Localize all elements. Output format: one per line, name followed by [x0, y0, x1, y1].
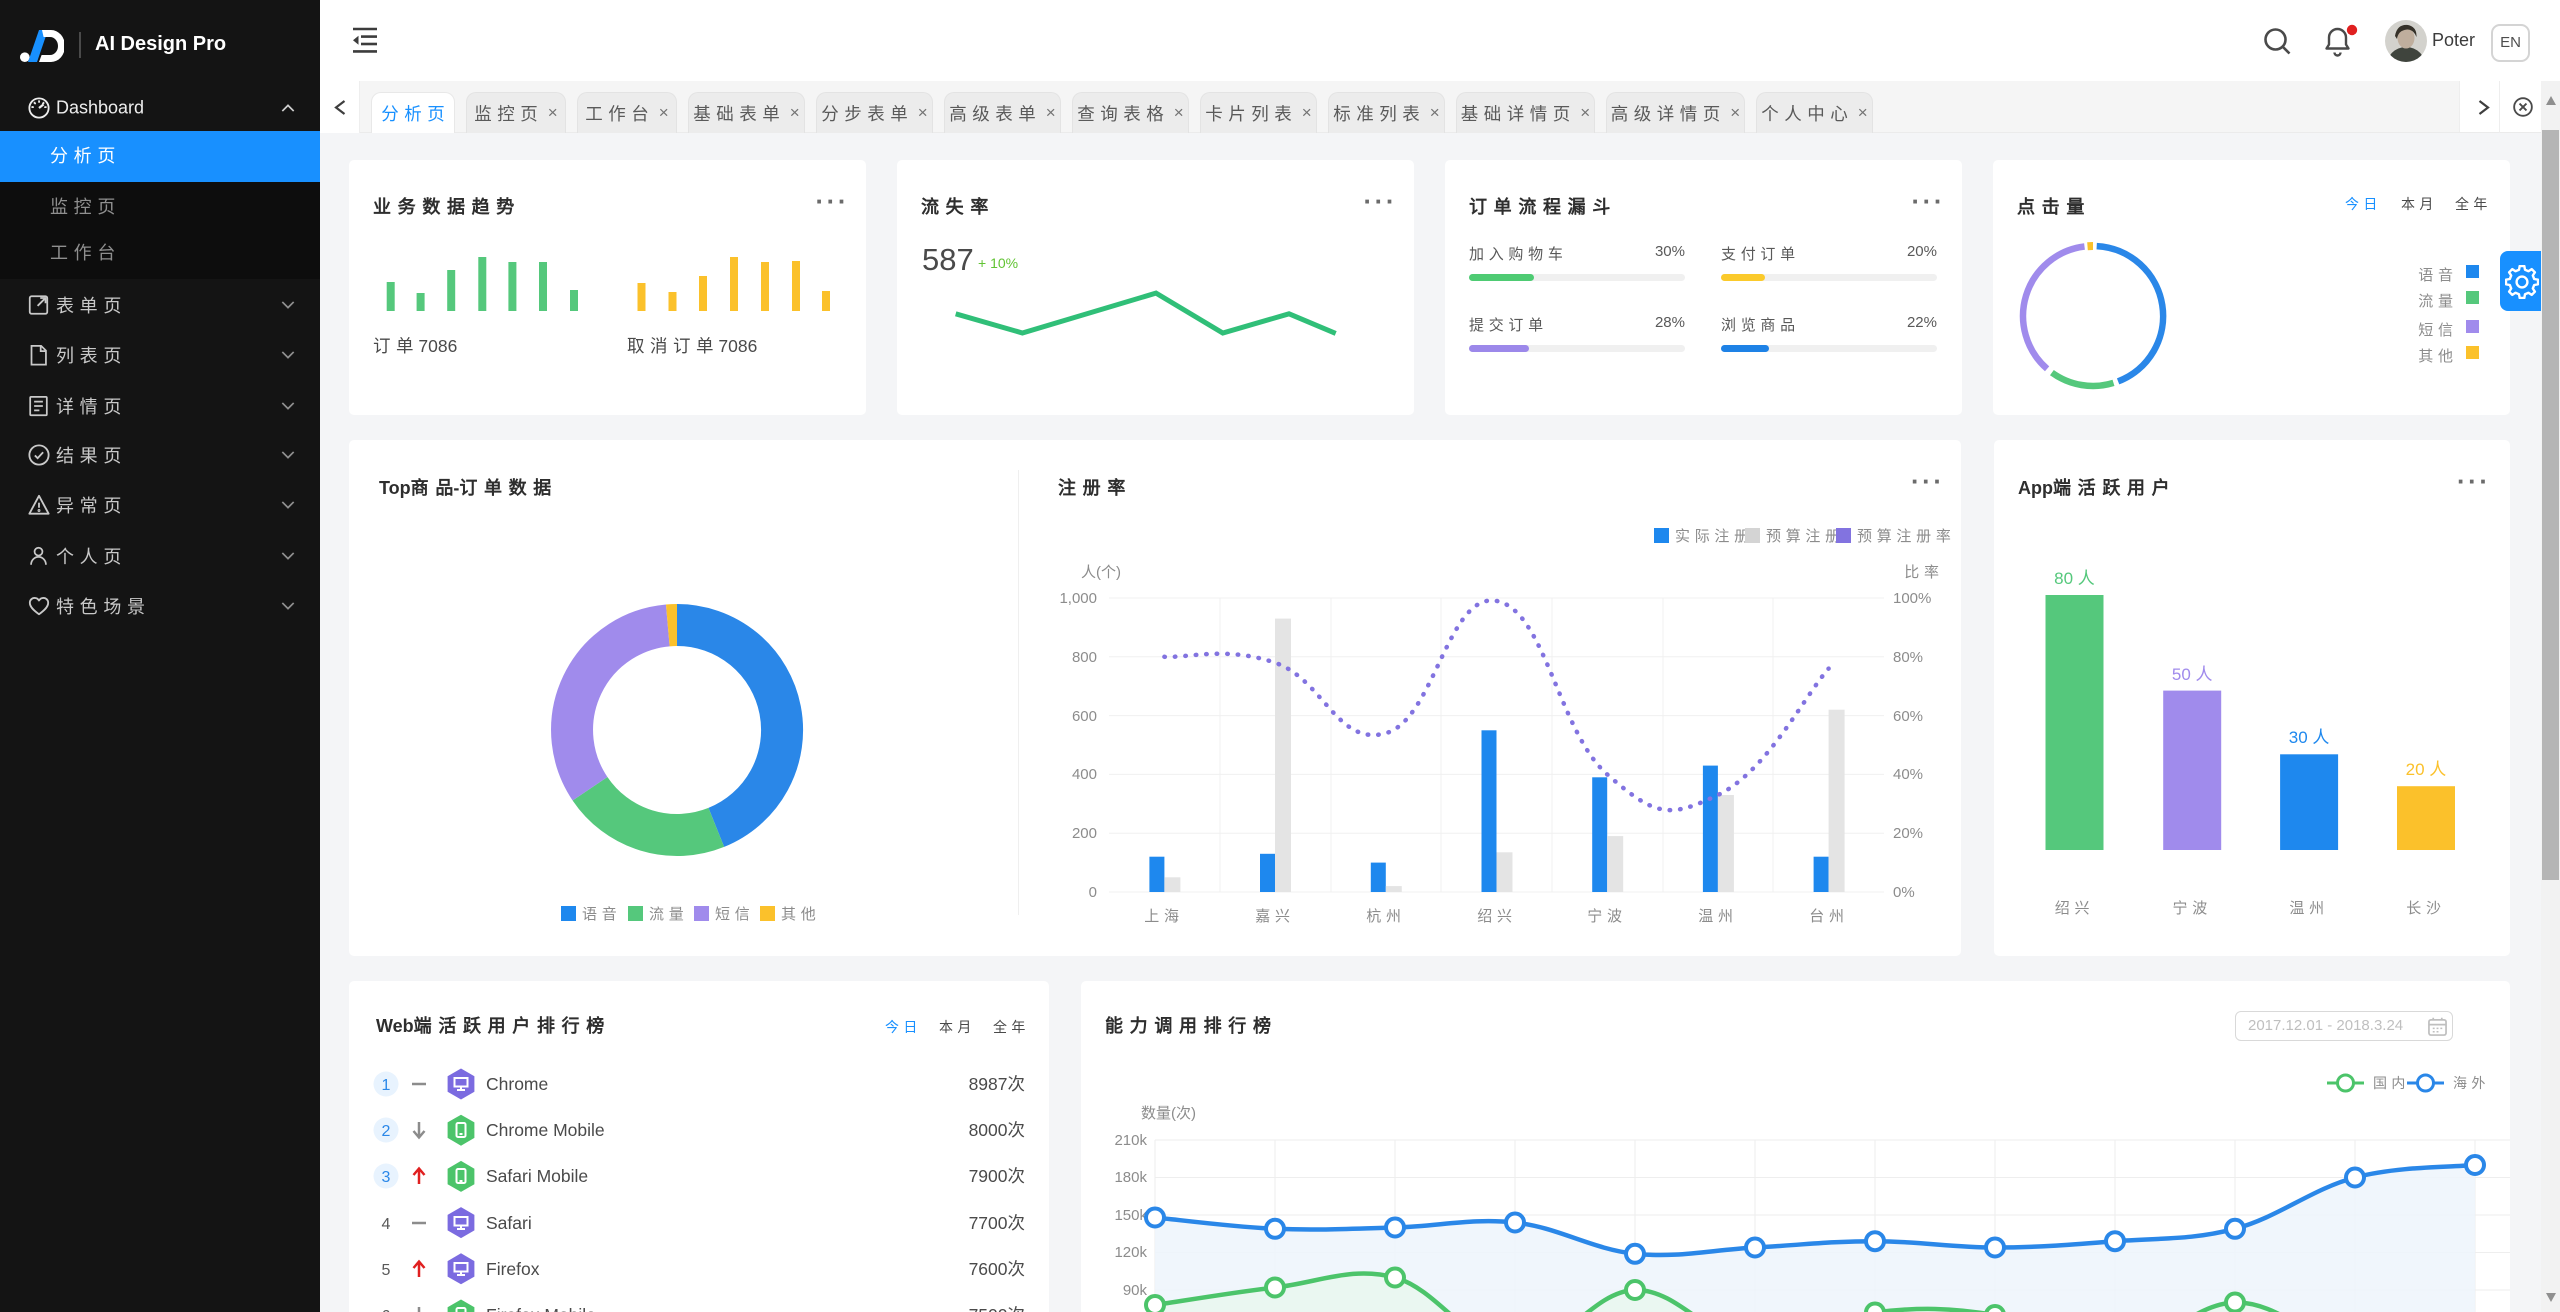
- svg-text:40%: 40%: [1893, 766, 1923, 783]
- svg-text:台州: 台州: [1809, 908, 1848, 925]
- svg-text:6: 6: [382, 1308, 391, 1312]
- svg-text:80%: 80%: [1893, 649, 1923, 666]
- svg-text:7600次: 7600次: [969, 1259, 1025, 1279]
- svg-text:800: 800: [1072, 649, 1097, 666]
- svg-text:5: 5: [382, 1262, 391, 1279]
- svg-text:预算注册: 预算注册: [1766, 527, 1845, 545]
- svg-text:50 人: 50 人: [2172, 665, 2213, 684]
- svg-text:Safari: Safari: [486, 1213, 532, 1233]
- svg-text:8987次: 8987次: [969, 1074, 1025, 1094]
- svg-text:Chrome: Chrome: [486, 1074, 548, 1094]
- svg-text:实际注册: 实际注册: [1675, 528, 1754, 545]
- svg-text:60%: 60%: [1893, 708, 1923, 725]
- svg-text:100%: 100%: [1893, 590, 1931, 607]
- svg-text:绍兴: 绍兴: [2055, 900, 2094, 917]
- svg-text:温州: 温州: [2289, 900, 2328, 917]
- svg-text:8000次: 8000次: [969, 1120, 1025, 1140]
- svg-text:7900次: 7900次: [969, 1166, 1025, 1186]
- svg-text:400: 400: [1072, 766, 1097, 783]
- svg-text:Chrome Mobile: Chrome Mobile: [486, 1120, 605, 1140]
- svg-text:2: 2: [382, 1123, 391, 1140]
- svg-text:210k: 210k: [1114, 1132, 1147, 1149]
- svg-text:4: 4: [382, 1216, 391, 1233]
- svg-text:语音: 语音: [582, 906, 621, 923]
- svg-text:180k: 180k: [1114, 1169, 1147, 1186]
- svg-text:150k: 150k: [1114, 1207, 1147, 1224]
- svg-text:比率: 比率: [1904, 564, 1943, 581]
- svg-text:Firefox: Firefox: [486, 1259, 540, 1279]
- svg-text:120k: 120k: [1114, 1244, 1147, 1261]
- svg-text:其他: 其他: [781, 906, 820, 923]
- svg-text:国内: 国内: [2373, 1075, 2410, 1091]
- svg-text:短信: 短信: [715, 906, 754, 923]
- svg-text:Firefox Mobile: Firefox Mobile: [486, 1305, 596, 1312]
- svg-text:600: 600: [1072, 708, 1097, 725]
- svg-text:长沙: 长沙: [2406, 900, 2445, 917]
- svg-text:预算注册率: 预算注册率: [1857, 527, 1956, 545]
- svg-text:0: 0: [1089, 884, 1097, 901]
- svg-text:上海: 上海: [1144, 908, 1183, 925]
- svg-text:90k: 90k: [1123, 1282, 1148, 1299]
- svg-text:200: 200: [1072, 825, 1097, 842]
- svg-text:数量(次): 数量(次): [1141, 1105, 1196, 1122]
- svg-text:嘉兴: 嘉兴: [1255, 908, 1294, 925]
- svg-text:1,000: 1,000: [1059, 590, 1097, 607]
- svg-text:杭州: 杭州: [1366, 908, 1405, 925]
- svg-text:20 人: 20 人: [2406, 760, 2447, 779]
- svg-text:0%: 0%: [1893, 884, 1915, 901]
- svg-text:80 人: 80 人: [2054, 569, 2095, 588]
- svg-text:1: 1: [382, 1077, 391, 1094]
- svg-text:宁波: 宁波: [2172, 900, 2211, 917]
- svg-text:20%: 20%: [1893, 825, 1923, 842]
- svg-text:绍兴: 绍兴: [1477, 908, 1516, 925]
- svg-text:海外: 海外: [2453, 1075, 2490, 1091]
- svg-text:人(个): 人(个): [1081, 564, 1121, 581]
- svg-text:Safari Mobile: Safari Mobile: [486, 1166, 588, 1186]
- svg-text:温州: 温州: [1698, 908, 1737, 925]
- svg-text:7500次: 7500次: [969, 1305, 1025, 1312]
- svg-text:宁波: 宁波: [1587, 908, 1626, 925]
- svg-text:3: 3: [382, 1169, 391, 1186]
- svg-text:7700次: 7700次: [969, 1213, 1025, 1233]
- svg-text:流量: 流量: [649, 906, 688, 923]
- svg-text:30 人: 30 人: [2289, 728, 2330, 747]
